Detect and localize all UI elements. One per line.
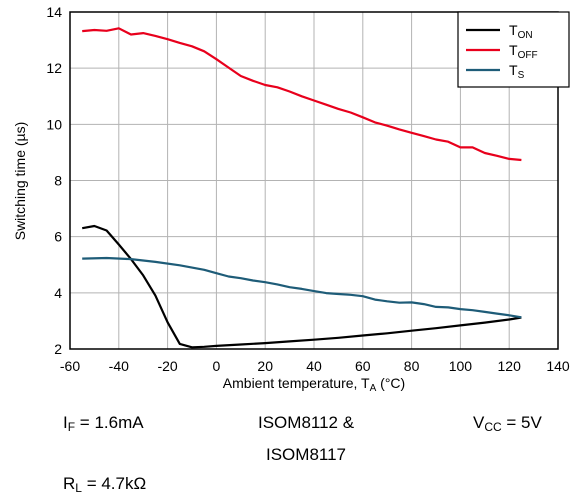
y-tick-labels: 2 4 6 8 10 12 14 — [46, 4, 62, 357]
x-tick-label: -60 — [60, 358, 80, 374]
x-tick-label: -40 — [109, 358, 129, 374]
y-tick-label: 2 — [54, 341, 62, 357]
y-tick-label: 4 — [54, 285, 62, 301]
plot-frame — [69, 11, 559, 350]
x-tick-label: -20 — [157, 358, 177, 374]
y-tick-label: 10 — [46, 116, 62, 132]
x-tick-label: 80 — [404, 358, 420, 374]
x-axis-label: Ambient temperature, TA (°C) — [223, 375, 405, 394]
series-lines — [82, 27, 522, 349]
y-tick-label: 14 — [46, 4, 62, 20]
x-tick-label: 40 — [306, 358, 322, 374]
device-line-2: ISOM8117 — [266, 445, 347, 464]
rl-condition: RL = 4.7kΩ — [63, 474, 147, 495]
device-line-1: ISOM8112 & — [258, 413, 355, 432]
legend-label: TOFF — [509, 42, 538, 61]
legend-label: TS — [509, 62, 525, 81]
vcc-condition: VCC = 5V — [473, 413, 542, 434]
legend-label: TON — [509, 22, 533, 41]
x-tick-label: 100 — [449, 358, 473, 374]
x-tick-label: 0 — [213, 358, 221, 374]
if-condition: IF = 1.6mA — [63, 413, 144, 434]
x-tick-label: 120 — [498, 358, 522, 374]
y-axis-label: Switching time (µs) — [12, 122, 28, 241]
x-tick-labels: -60 -40 -20 0 20 40 60 80 100 120 140 — [60, 358, 570, 374]
series-line-ton — [82, 224, 522, 349]
series-line-toff — [82, 27, 522, 162]
y-tick-label: 6 — [54, 229, 62, 245]
series-line-ts — [82, 256, 522, 319]
x-tick-label: 20 — [257, 358, 273, 374]
x-tick-label: 60 — [355, 358, 371, 374]
switching-time-chart: -60 -40 -20 0 20 40 60 80 100 120 140 2 4 6 8 10 12 14 A… — [12, 4, 570, 394]
y-tick-label: 12 — [46, 60, 62, 76]
y-tick-label: 8 — [54, 173, 62, 189]
x-tick-label: 140 — [546, 358, 570, 374]
